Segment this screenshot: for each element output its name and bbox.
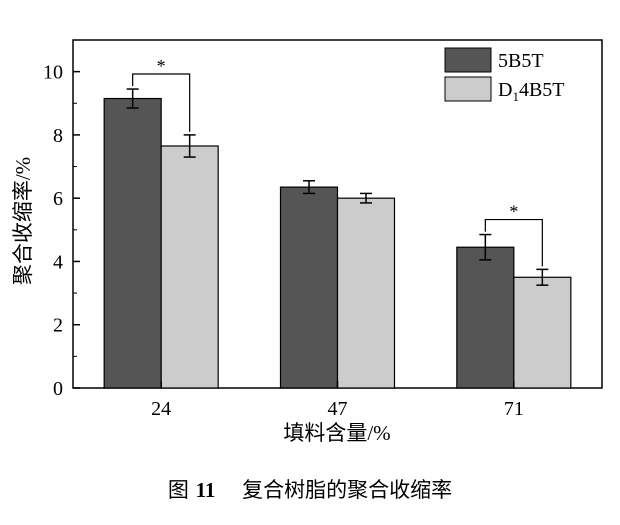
error-bars: ** [126, 56, 549, 286]
y-tick-label: 0 [53, 378, 63, 400]
significance-marker: * [509, 202, 518, 222]
bar-5b5t-47 [279, 186, 339, 389]
x-tick-label: 47 [328, 398, 348, 420]
significance-bracket [132, 73, 191, 132]
y-axis-title: 聚合收缩率/% [11, 157, 35, 285]
significance-marker: * [157, 56, 166, 76]
y-tick-label: 4 [53, 251, 63, 273]
legend-swatch-5b5t [444, 47, 492, 73]
legend-label-d14b5t: D14B5T [498, 79, 565, 104]
legend: 5B5T D14B5T [444, 47, 565, 104]
bars [103, 97, 572, 389]
y-tick-label: 8 [53, 125, 63, 147]
bar-5b5t-71 [456, 246, 515, 389]
y-tick-label: 10 [43, 62, 63, 84]
y-tick-label: 6 [53, 188, 63, 210]
x-tick-label: 24 [151, 398, 171, 420]
bar-d14b5t-24 [160, 145, 219, 389]
legend-label-5b5t: 5B5T [498, 50, 544, 72]
x-axis-title: 填料含量/% [283, 421, 390, 445]
y-tick-label: 2 [53, 315, 63, 337]
x-tick-label: 71 [504, 398, 524, 420]
figure-caption: 图 11 复合树脂的聚合收缩率 [167, 478, 453, 502]
significance-bracket [484, 218, 543, 267]
legend-swatch-d14b5t [444, 76, 492, 102]
bar-d14b5t-71 [513, 276, 572, 389]
bar-d14b5t-47 [336, 197, 396, 389]
bar-5b5t-24 [103, 97, 162, 389]
